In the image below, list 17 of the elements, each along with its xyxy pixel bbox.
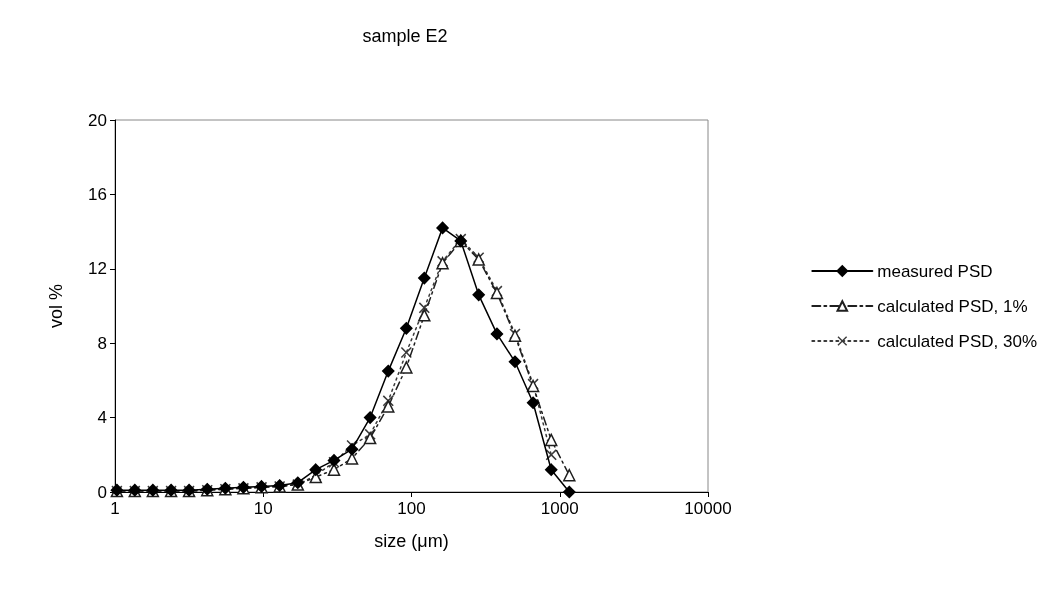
x-tick-label: 1000	[540, 499, 579, 518]
y-tick-label: 20	[88, 110, 107, 130]
x-tick-label: 10000	[684, 499, 732, 518]
legend-label: measured PSD	[877, 261, 993, 281]
chart-title: sample E2	[362, 26, 448, 46]
x-axis-title: size (μm)	[374, 531, 449, 551]
y-tick-label: 12	[88, 259, 107, 279]
y-tick-label: 16	[88, 184, 107, 204]
y-tick-label: 4	[97, 408, 107, 428]
y-axis-title: vol %	[46, 283, 66, 329]
legend-label: calculated PSD, 30%	[877, 331, 1037, 351]
x-tick-label: 10	[253, 499, 273, 518]
x-tick-label: 100	[397, 499, 426, 518]
x-tick-label: 1	[110, 499, 120, 518]
legend-label: calculated PSD, 1%	[877, 296, 1028, 316]
y-tick-label: 0	[97, 482, 107, 502]
y-tick-label: 8	[97, 333, 107, 353]
